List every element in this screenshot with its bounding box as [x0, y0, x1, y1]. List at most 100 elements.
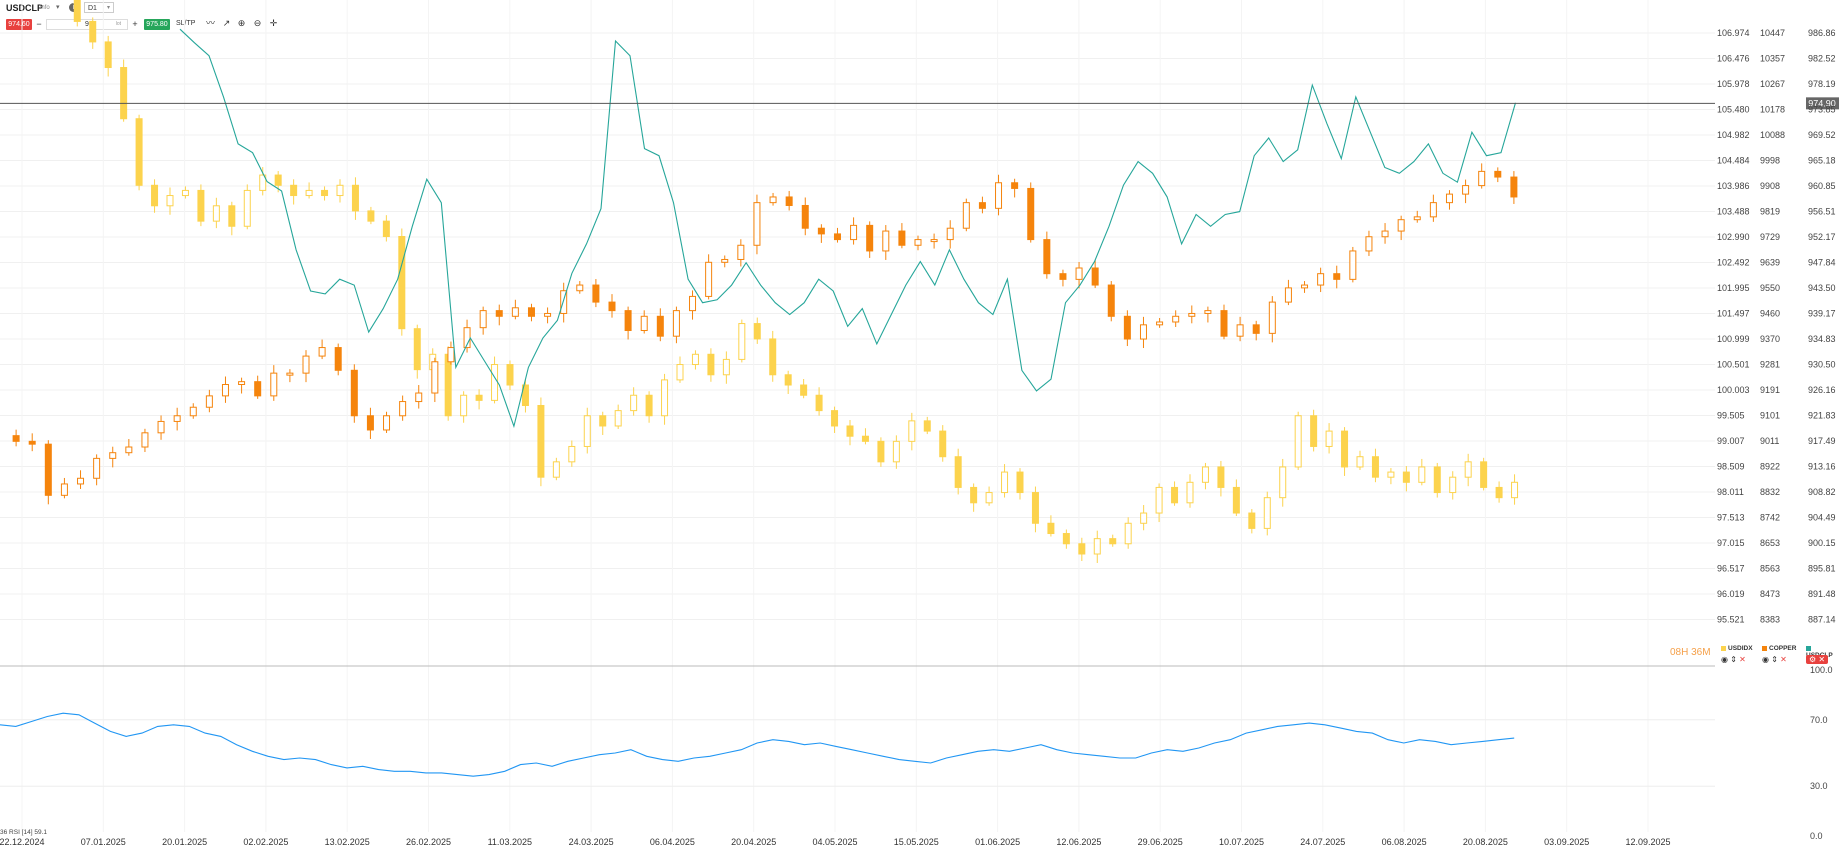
axis2-tick-label: 8473 — [1760, 589, 1780, 599]
axis3-tick-label: 913.16 — [1808, 462, 1836, 472]
copper-candle — [334, 347, 342, 371]
timeframe-chevron-down-icon: ▾ — [106, 5, 110, 11]
info-icon[interactable]: i — [69, 3, 78, 12]
copper-candle — [946, 227, 954, 241]
visibility-eye-icon[interactable]: ◉ — [1762, 655, 1769, 664]
rsi-tick-label: 0.0 — [1810, 831, 1823, 841]
copper-candle — [753, 202, 761, 246]
axis3-tick-label: 943.50 — [1808, 283, 1836, 293]
copper-candle — [1268, 301, 1276, 334]
timeframe-select[interactable]: D1 ▾ — [84, 2, 114, 13]
symbol-name[interactable]: USDCLP — [6, 3, 44, 13]
copper-candle — [495, 310, 503, 317]
usdidx-candle — [1155, 486, 1163, 514]
trend-icon[interactable]: ↗ — [222, 18, 231, 28]
copper-candle — [1252, 324, 1260, 334]
axis3-tick-label: 926.16 — [1808, 385, 1836, 395]
line-icon[interactable]: 〰 — [205, 18, 215, 28]
axis2-tick-label: 10088 — [1760, 130, 1785, 140]
axis2-tick-label: 8653 — [1760, 538, 1780, 548]
x-tick-label: 22.12.2024 — [0, 837, 45, 847]
copper-candle — [801, 204, 809, 229]
legend-copper-label: COPPER — [1769, 645, 1797, 652]
copper-candle — [560, 290, 568, 314]
usdidx-candle — [1186, 481, 1194, 504]
copper-candle — [882, 230, 890, 252]
usdidx-candle — [908, 420, 916, 442]
reorder-icon[interactable]: ⇕ — [1730, 655, 1737, 664]
axis1-tick-label: 97.513 — [1717, 513, 1745, 523]
usdidx-candle — [1171, 486, 1179, 504]
usdclp-color-dot — [1806, 645, 1811, 651]
zoom-in-icon[interactable]: ⊕ — [237, 18, 246, 28]
buy-button[interactable]: 975.80 — [144, 19, 170, 30]
x-tick-label: 20.01.2025 — [162, 837, 207, 847]
crosshair-icon[interactable]: ✛ — [269, 18, 278, 28]
copper-candle — [399, 401, 407, 417]
axis2-tick-label: 9998 — [1760, 156, 1780, 166]
copper-candle — [866, 224, 874, 252]
usdidx-candle — [336, 184, 344, 197]
copper-candle — [157, 420, 165, 434]
zoom-out-icon[interactable]: ⊖ — [253, 18, 262, 28]
axis2-tick-label: 8742 — [1760, 513, 1780, 523]
copper-candle — [77, 477, 85, 485]
axis2-tick-label: 9460 — [1760, 309, 1780, 319]
copper-candle — [254, 381, 262, 397]
usdidx-candle — [1140, 512, 1148, 524]
symbol-chevron-down-icon[interactable]: ▾ — [56, 4, 60, 11]
timeframe-value: D1 — [88, 5, 97, 12]
quantity-increase-button[interactable]: + — [132, 19, 138, 29]
axis1-tick-label: 101.497 — [1717, 309, 1750, 319]
copper-candle — [978, 202, 986, 209]
copper-candle — [318, 347, 326, 357]
usdidx-candle — [1279, 466, 1287, 499]
copper-candle — [431, 361, 439, 394]
axis3-tick-label: 891.48 — [1808, 589, 1836, 599]
remove-close-icon[interactable]: ✕ — [1780, 655, 1787, 664]
visibility-eye-icon[interactable]: ◉ — [1721, 655, 1728, 664]
copper-candle — [640, 315, 648, 332]
x-tick-label: 13.02.2025 — [325, 837, 370, 847]
rsi-tick-label: 30.0 — [1810, 781, 1828, 791]
usdidx-candle — [676, 364, 684, 381]
quantity-input[interactable]: 9 lot — [46, 19, 128, 30]
usdidx-candle — [568, 445, 576, 463]
copper-candle — [1413, 216, 1421, 221]
usdidx-candle — [491, 364, 499, 401]
copper-candle — [624, 310, 632, 332]
copper-candle — [189, 406, 197, 417]
legend-usdidx-label: USDIDX — [1728, 645, 1753, 652]
copper-candle — [1139, 324, 1147, 340]
usdidx-candle — [784, 374, 792, 386]
copper-candle — [995, 182, 1003, 209]
usdidx-candle — [939, 430, 947, 458]
axis3-tick-label: 952.17 — [1808, 232, 1836, 242]
axis1-tick-label: 99.007 — [1717, 436, 1745, 446]
sltp-button[interactable]: SL/TP — [176, 20, 196, 27]
remove-close-icon[interactable]: ✕ — [1818, 655, 1826, 664]
copper-candle — [479, 310, 487, 329]
rsi-tick-label: 70.0 — [1810, 715, 1828, 725]
remove-close-icon[interactable]: ✕ — [1739, 655, 1746, 664]
quantity-decrease-button[interactable]: − — [36, 19, 42, 29]
usdidx-candle — [630, 394, 638, 412]
reorder-icon[interactable]: ⇕ — [1771, 655, 1778, 664]
sell-button[interactable]: 974.60 — [6, 19, 32, 30]
copper-candle — [1333, 273, 1341, 280]
copper-candle — [1381, 230, 1389, 238]
axis1-tick-label: 96.517 — [1717, 564, 1745, 574]
settings-gear-icon[interactable]: ⚙ — [1809, 655, 1817, 664]
axis3-tick-label: 908.82 — [1808, 487, 1836, 497]
copper-candle — [238, 381, 246, 386]
usdidx-candle — [970, 486, 978, 504]
usdidx-candle — [1387, 471, 1395, 478]
axis1-tick-label: 106.974 — [1717, 28, 1750, 38]
axis2-tick-label: 9011 — [1760, 436, 1779, 446]
usdidx-candle — [1263, 497, 1271, 529]
axis3-tick-label: 934.83 — [1808, 334, 1836, 344]
axis1-tick-label: 98.509 — [1717, 462, 1745, 472]
usdidx-candle — [1371, 456, 1379, 478]
usdidx-candle — [197, 189, 205, 222]
